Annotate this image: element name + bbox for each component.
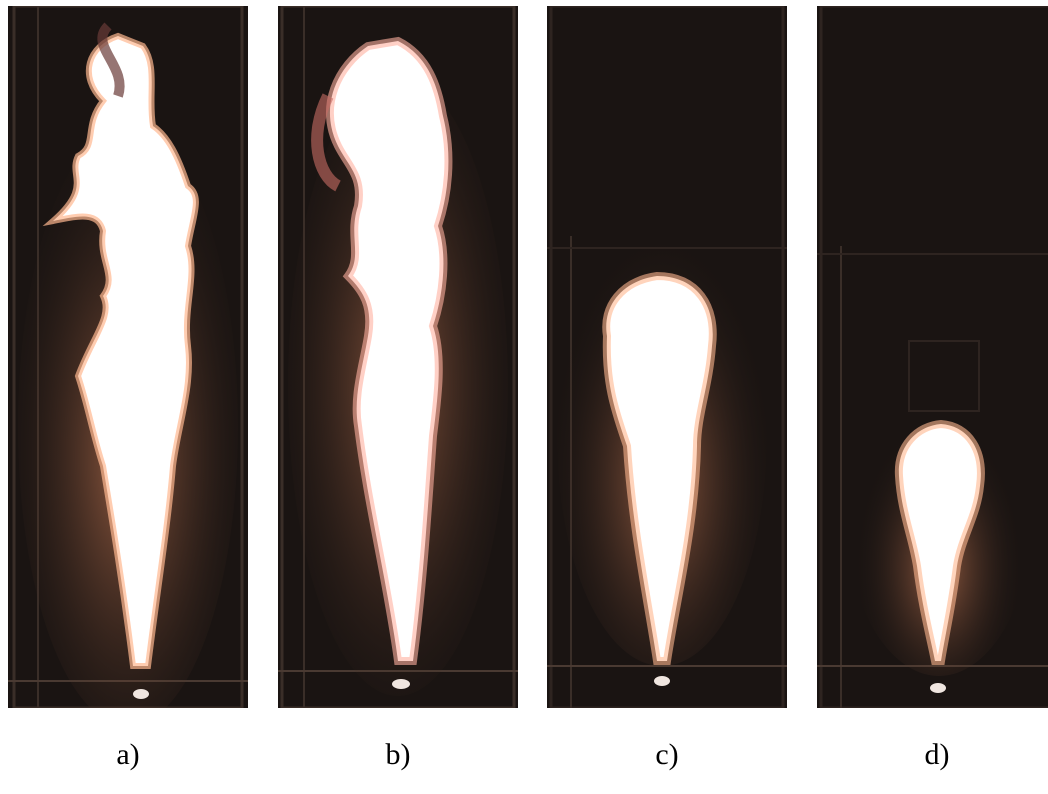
- caption-b: b): [385, 738, 411, 771]
- flame-image-c: [547, 6, 787, 708]
- caption-a: a): [116, 738, 140, 771]
- caption-c: c): [655, 738, 679, 771]
- caption-d: d): [924, 738, 950, 771]
- flame-photo-a: [8, 6, 248, 708]
- flame-image-a: [8, 6, 248, 708]
- flame-image-d: [817, 6, 1048, 708]
- flame-image-b: [278, 6, 518, 708]
- flame-photo-d: [817, 6, 1048, 708]
- flame-photo-b: [278, 6, 518, 708]
- flame-photo-c: [547, 6, 787, 708]
